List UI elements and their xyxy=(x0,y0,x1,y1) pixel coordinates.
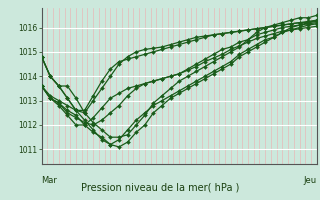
Text: Mar: Mar xyxy=(42,176,58,185)
Text: Jeu: Jeu xyxy=(304,176,317,185)
Text: Pression niveau de la mer( hPa ): Pression niveau de la mer( hPa ) xyxy=(81,182,239,192)
